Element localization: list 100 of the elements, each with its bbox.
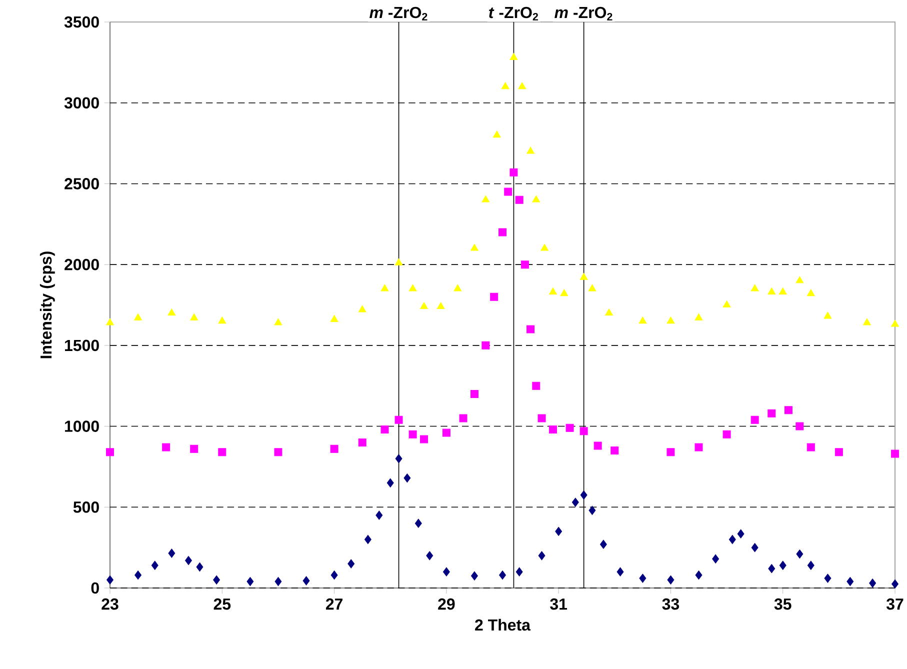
- point: [168, 548, 176, 558]
- point: [526, 325, 535, 334]
- point: [891, 450, 900, 458]
- point: [806, 289, 815, 296]
- point: [667, 575, 674, 584]
- point: [751, 543, 758, 552]
- point: [779, 560, 786, 570]
- point: [330, 444, 338, 453]
- point: [408, 430, 417, 438]
- point: [666, 316, 675, 324]
- point: [548, 426, 557, 434]
- point: [778, 288, 787, 294]
- point: [768, 564, 776, 574]
- point: [358, 438, 366, 446]
- y-tick-label: 1500: [65, 340, 99, 352]
- point: [274, 576, 282, 586]
- point: [498, 228, 507, 236]
- point: [538, 414, 546, 422]
- point: [404, 474, 411, 483]
- point: [728, 534, 736, 544]
- point: [639, 574, 646, 583]
- point: [549, 288, 557, 294]
- point: [750, 284, 759, 292]
- point: [151, 560, 158, 570]
- point: [492, 130, 501, 138]
- point: [470, 390, 478, 398]
- x-tick-label: 35: [774, 598, 792, 610]
- point: [807, 560, 814, 570]
- point: [510, 168, 518, 176]
- point: [600, 540, 607, 549]
- point: [501, 82, 510, 90]
- point: [796, 422, 804, 430]
- point: [516, 567, 523, 576]
- point: [737, 529, 744, 538]
- point: [610, 446, 619, 455]
- point: [796, 276, 804, 284]
- point: [454, 284, 462, 292]
- point: [520, 260, 529, 269]
- point: [712, 554, 720, 564]
- point: [190, 313, 198, 320]
- point: [168, 308, 176, 316]
- point: [196, 562, 204, 572]
- point: [134, 313, 142, 320]
- x-axis-title: 2 Theta: [475, 618, 531, 631]
- x-tick-label: 23: [102, 598, 118, 610]
- point: [330, 570, 338, 580]
- point: [408, 284, 417, 292]
- point: [218, 316, 226, 324]
- point: [560, 289, 568, 296]
- point: [572, 498, 579, 507]
- point: [504, 188, 512, 196]
- point: [471, 571, 478, 580]
- point: [426, 551, 434, 560]
- point: [358, 305, 366, 312]
- point: [490, 292, 498, 301]
- point: [518, 82, 526, 90]
- point: [364, 534, 372, 544]
- point: [580, 490, 588, 500]
- point: [694, 443, 703, 452]
- point: [499, 570, 506, 580]
- point: [580, 272, 588, 280]
- point: [420, 302, 428, 310]
- point: [380, 426, 389, 434]
- point: [555, 526, 562, 536]
- point: [330, 315, 338, 322]
- point: [376, 510, 383, 520]
- point: [459, 414, 468, 422]
- point: [106, 318, 114, 326]
- x-tick-label: 29: [438, 598, 455, 610]
- point: [532, 382, 540, 390]
- ref-line-label: m -ZrO$_{2}$: [370, 6, 428, 20]
- ref-line-label: t -ZrO$_{2}$: [489, 6, 538, 20]
- point: [482, 341, 490, 350]
- point: [394, 258, 403, 266]
- point: [380, 284, 389, 292]
- point: [768, 288, 776, 294]
- point: [863, 318, 871, 326]
- point: [694, 313, 703, 320]
- ref-line-label: m -ZrO$_{2}$: [554, 6, 612, 20]
- y-tick-label: 2000: [64, 258, 99, 270]
- point: [666, 448, 675, 456]
- point: [616, 567, 624, 576]
- point: [824, 574, 832, 583]
- point: [482, 195, 490, 202]
- point: [605, 308, 614, 316]
- y-tick-label: 500: [73, 501, 99, 513]
- point: [274, 448, 282, 456]
- x-tick-label: 37: [886, 598, 904, 610]
- point: [834, 448, 843, 456]
- point: [695, 570, 702, 580]
- point: [274, 318, 282, 326]
- point: [442, 567, 450, 576]
- point: [515, 196, 524, 204]
- point: [722, 430, 731, 438]
- point: [846, 576, 854, 586]
- x-tick-label: 33: [662, 598, 680, 610]
- y-tick-label: 1000: [65, 420, 99, 432]
- point: [532, 195, 540, 202]
- x-tick-label: 27: [326, 598, 342, 610]
- point: [470, 244, 478, 251]
